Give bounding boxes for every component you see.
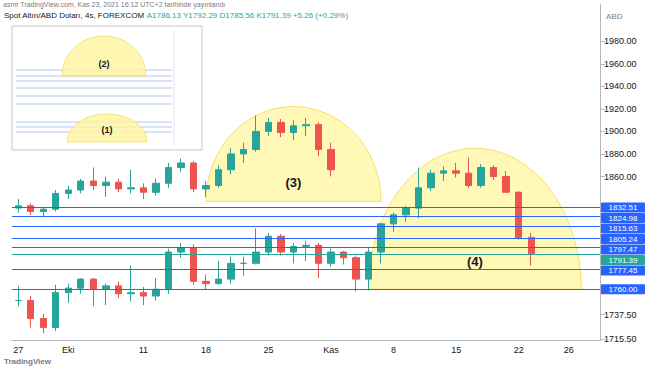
svg-text:27: 27 xyxy=(13,345,23,355)
svg-text:22: 22 xyxy=(514,345,524,355)
svg-text:1777.45: 1777.45 xyxy=(609,266,638,275)
svg-text:1920.00: 1920.00 xyxy=(604,104,637,114)
svg-text:11: 11 xyxy=(139,345,148,355)
svg-text:18: 18 xyxy=(201,345,211,355)
svg-text:1797.47: 1797.47 xyxy=(609,245,638,254)
svg-text:1715.50: 1715.50 xyxy=(604,334,637,344)
svg-text:1791.39: 1791.39 xyxy=(609,256,638,265)
svg-text:Kas: Kas xyxy=(323,345,339,355)
svg-text:TradingView: TradingView xyxy=(4,357,52,366)
svg-text:1824.98: 1824.98 xyxy=(609,214,638,223)
svg-text:Eki: Eki xyxy=(62,345,75,355)
svg-text:1940.00: 1940.00 xyxy=(604,81,637,91)
svg-text:ABD: ABD xyxy=(606,12,623,21)
svg-text:25: 25 xyxy=(263,345,273,355)
svg-text:15: 15 xyxy=(451,345,461,355)
svg-text:(2): (2) xyxy=(99,59,110,69)
svg-text:asmr TradingView.com, Kas 23,: asmr TradingView.com, Kas 23, 2021 16:12… xyxy=(3,1,225,9)
svg-text:1815.63: 1815.63 xyxy=(609,224,638,233)
svg-text:1900.00: 1900.00 xyxy=(604,126,637,136)
svg-text:1760.00: 1760.00 xyxy=(609,285,638,294)
svg-text:8: 8 xyxy=(391,345,396,355)
svg-text:1880.00: 1880.00 xyxy=(604,149,637,159)
svg-text:(1): (1) xyxy=(102,125,113,135)
svg-text:1960.00: 1960.00 xyxy=(604,59,637,69)
svg-text:(4): (4) xyxy=(467,254,483,269)
svg-text:1805.24: 1805.24 xyxy=(609,235,638,244)
svg-text:(3): (3) xyxy=(286,175,302,190)
svg-text:1737.50: 1737.50 xyxy=(604,310,637,320)
svg-text:1980.00: 1980.00 xyxy=(604,36,637,46)
svg-text:Spot Altın/ABD Doları, 4s, FOR: Spot Altın/ABD Doları, 4s, FOREXCOM xyxy=(4,11,144,20)
svg-text:1860.00: 1860.00 xyxy=(604,172,637,182)
svg-text:A1786.13 Y1792.29 D1785.56 K17: A1786.13 Y1792.29 D1785.56 K1791.39 +5.2… xyxy=(147,11,349,20)
svg-text:1832.51: 1832.51 xyxy=(609,203,638,212)
svg-text:26: 26 xyxy=(564,345,574,355)
